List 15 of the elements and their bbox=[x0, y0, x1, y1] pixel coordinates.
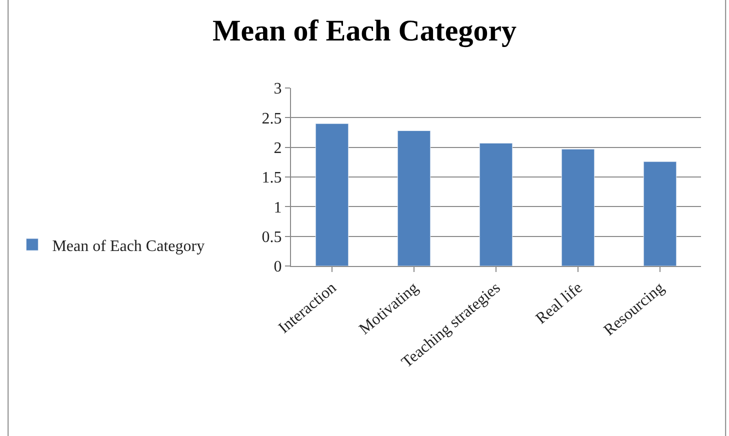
chart-title: Mean of Each Category bbox=[212, 14, 517, 48]
y-tick-label: 2 bbox=[274, 140, 282, 157]
y-tick-label: 0.5 bbox=[262, 228, 282, 246]
y-tick-label: 2.5 bbox=[262, 110, 282, 128]
x-tick-label: Real life bbox=[532, 279, 586, 328]
bar bbox=[643, 161, 677, 266]
y-tick-label: 1.5 bbox=[262, 170, 282, 187]
y-tick-label: 1 bbox=[274, 199, 282, 216]
bar bbox=[479, 142, 513, 266]
y-tick-label: 3 bbox=[274, 80, 282, 98]
bar bbox=[315, 123, 349, 266]
bar bbox=[397, 130, 431, 266]
legend-label: Mean of Each Category bbox=[52, 238, 205, 255]
y-tick-label: 0 bbox=[274, 258, 282, 276]
bar bbox=[561, 148, 595, 266]
